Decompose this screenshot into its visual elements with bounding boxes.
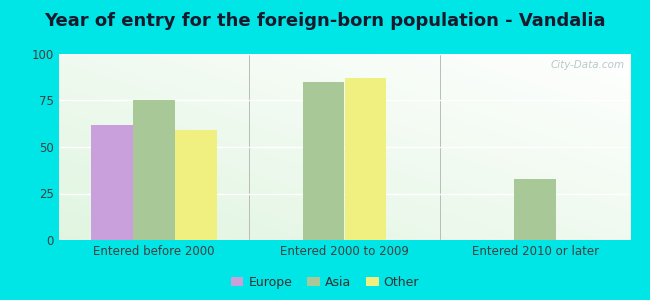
Bar [302,82,344,240]
Legend: Europe, Asia, Other: Europe, Asia, Other [226,271,424,294]
Bar [344,78,387,240]
Bar [175,130,216,240]
Text: City-Data.com: City-Data.com [551,60,625,70]
Bar [91,125,133,240]
Bar [133,100,175,240]
Text: Year of entry for the foreign-born population - Vandalia: Year of entry for the foreign-born popul… [44,12,606,30]
Bar [514,178,556,240]
